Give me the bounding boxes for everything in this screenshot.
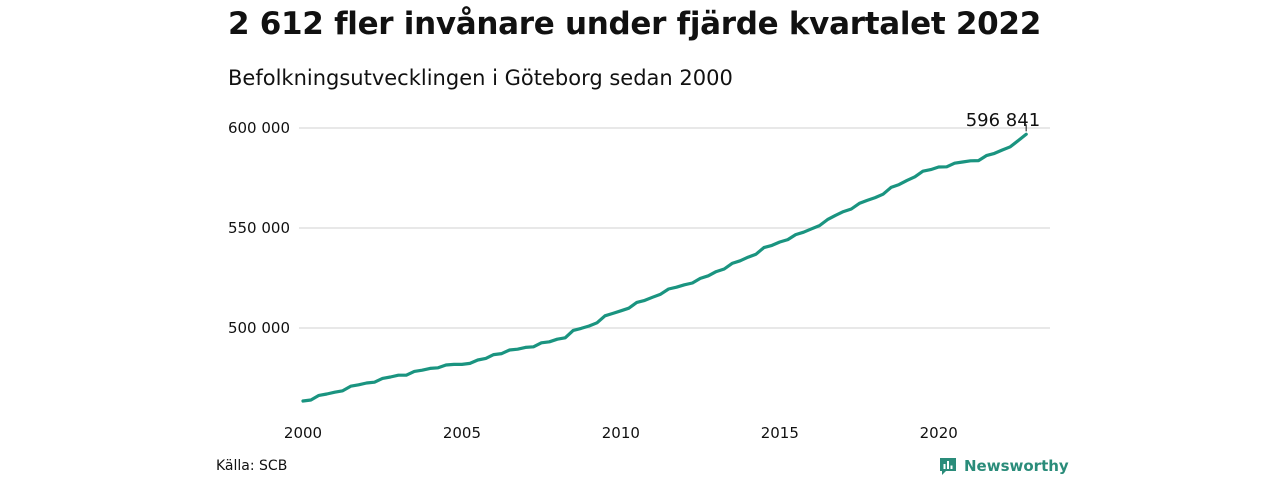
- last-value-label: 596 841: [966, 110, 1040, 131]
- y-tick-label: 550 000: [228, 219, 290, 237]
- x-tick-label: 2000: [284, 424, 322, 442]
- series-line: [301, 132, 1028, 403]
- x-tick-label: 2005: [443, 424, 481, 442]
- x-tick-label: 2020: [920, 424, 958, 442]
- y-tick-label: 600 000: [228, 119, 290, 137]
- newsworthy-logo-icon: [940, 458, 956, 475]
- chart-subtitle: Befolkningsutvecklingen i Göteborg sedan…: [228, 66, 733, 90]
- y-tick-label: 500 000: [228, 319, 290, 337]
- source-label: Källa: SCB: [216, 458, 288, 474]
- brand: Newsworthy: [938, 456, 1069, 476]
- brand-name: Newsworthy: [964, 457, 1069, 475]
- x-tick-label: 2010: [602, 424, 640, 442]
- chart-title: 2 612 fler invånare under fjärde kvartal…: [228, 6, 1041, 42]
- x-tick-label: 2015: [761, 424, 799, 442]
